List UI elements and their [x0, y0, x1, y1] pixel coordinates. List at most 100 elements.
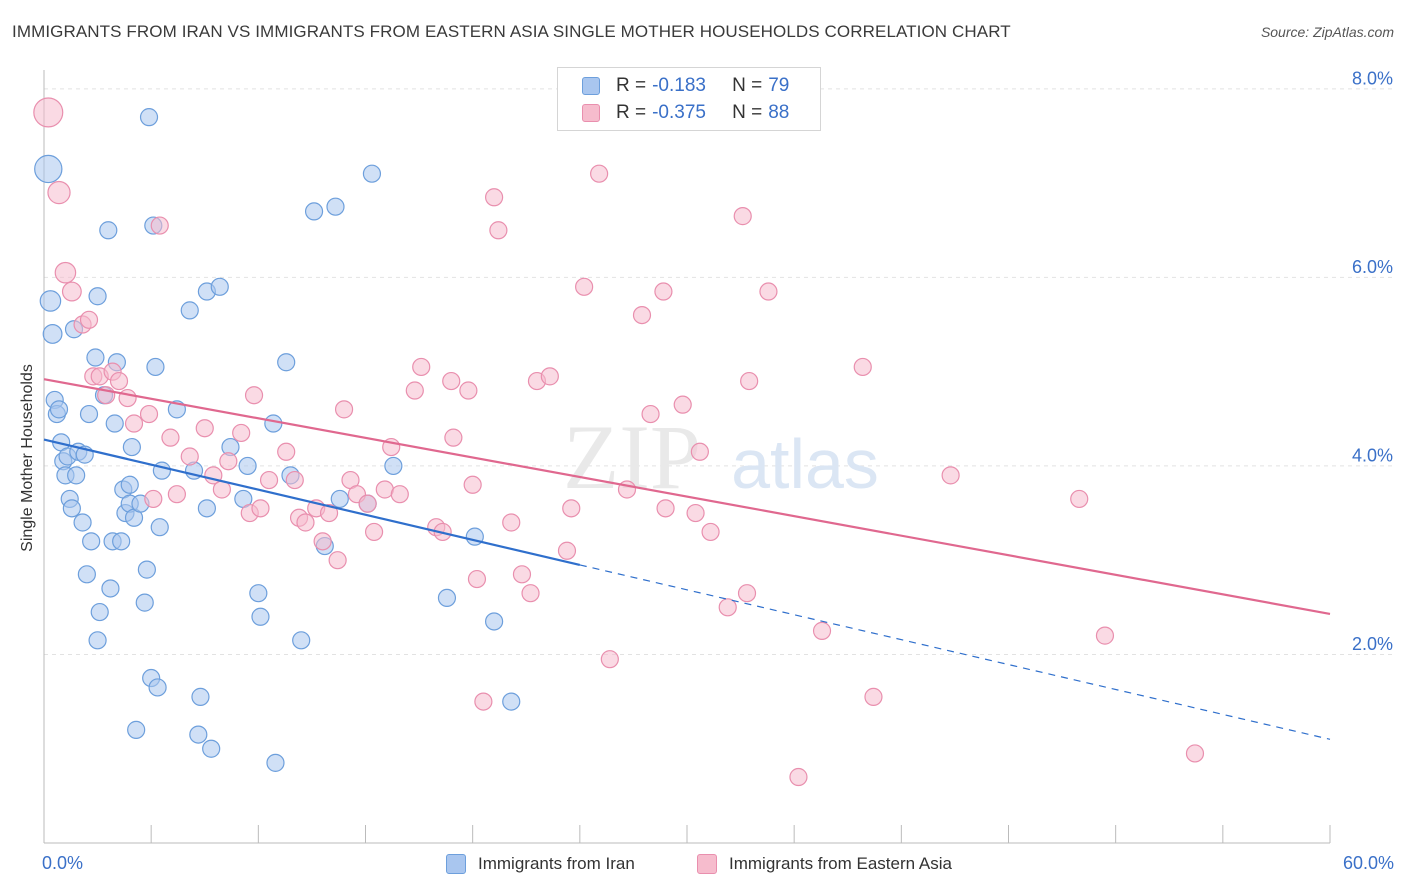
iran-trend-extension: [579, 564, 1331, 740]
iran-point: [82, 532, 101, 551]
eastern-asia-point: [313, 532, 332, 551]
eastern-asia-point: [358, 494, 377, 513]
eastern-asia-point: [180, 447, 199, 466]
watermark: ZIP atlas: [563, 406, 879, 508]
eastern-asia-point: [485, 188, 504, 207]
iran-point: [137, 560, 156, 579]
iran-point: [180, 301, 199, 320]
iran-point: [277, 353, 296, 372]
chart-title: IMMIGRANTS FROM IRAN VS IMMIGRANTS FROM …: [12, 22, 1011, 41]
iran-point: [101, 579, 120, 598]
iran-point: [62, 499, 81, 518]
iran-point: [292, 631, 311, 650]
eastern-asia-point: [789, 767, 808, 787]
eastern-asia-point: [285, 470, 304, 490]
eastern-asia-point: [118, 388, 137, 408]
iran-point: [197, 499, 216, 518]
axes: [43, 70, 1331, 844]
iran-point: [73, 513, 92, 532]
iran-point: [326, 197, 345, 216]
eastern-asia-point: [161, 428, 180, 447]
eastern-asia-point: [557, 541, 577, 560]
eastern-asia-point: [654, 282, 673, 301]
eastern-asia-point: [502, 513, 521, 532]
iran-point: [384, 456, 403, 476]
eastern-asia-point: [54, 261, 77, 284]
eastern-asia-point: [941, 466, 960, 485]
legend-r-label: R =: [616, 75, 647, 96]
iran-point: [150, 518, 169, 537]
y-tick-label: 2.0%: [1352, 634, 1393, 654]
eastern-asia-point: [232, 423, 251, 443]
iran-point: [120, 475, 139, 494]
iran-point: [77, 565, 96, 584]
watermark-atlas: atlas: [731, 425, 879, 503]
y-tick-label: 4.0%: [1352, 446, 1393, 466]
eastern-asia-point: [590, 164, 609, 183]
eastern-asia-point: [444, 428, 463, 447]
iran-point: [502, 692, 521, 711]
iran-point: [139, 108, 159, 127]
iran-point: [112, 532, 131, 551]
eastern-asia-point: [405, 381, 424, 400]
eastern-asia-point: [864, 687, 883, 706]
iran-point: [251, 607, 270, 626]
iran-point: [202, 739, 221, 758]
eastern-asia-point: [375, 480, 394, 499]
data-points: [33, 97, 1205, 787]
eastern-asia-point: [686, 503, 705, 523]
iran-point: [88, 287, 107, 306]
eastern-asia-point: [540, 367, 559, 386]
eastern-asia-point: [144, 489, 163, 509]
iran-point: [39, 290, 62, 312]
eastern-asia-point: [139, 404, 159, 424]
correlation-legend: R = -0.183 N = 79 R = -0.375 N = 88: [557, 67, 821, 131]
iran-point: [264, 414, 283, 433]
legend-r-value: -0.375: [652, 102, 706, 123]
iran-point: [304, 202, 324, 221]
legend-n-label: N =: [732, 75, 763, 96]
iran-point: [437, 588, 457, 608]
eastern-asia-point: [364, 522, 384, 542]
x-tick-label: 0.0%: [42, 853, 83, 873]
eastern-asia-point: [1185, 744, 1205, 763]
iran-point: [210, 277, 229, 296]
eastern-asia-point: [656, 499, 675, 518]
eastern-asia-point: [575, 277, 594, 296]
eastern-asia-point: [259, 470, 279, 490]
iran-point: [238, 456, 257, 476]
legend-row-iran: R = -0.183 N = 79: [582, 74, 789, 98]
x-tick-label: 60.0%: [1343, 853, 1394, 873]
eastern-asia-point: [296, 513, 315, 532]
series-label-iran: Immigrants from Iran: [478, 854, 635, 873]
iran-point: [127, 720, 146, 739]
eastern-asia-point: [195, 419, 214, 438]
iran-point: [79, 404, 99, 424]
eastern-asia-point: [690, 442, 709, 461]
legend-swatch-eastern-asia: [582, 104, 600, 122]
tick-labels: 2.0% 4.0% 6.0% 8.0% 0.0% 60.0%: [42, 69, 1394, 873]
iran-point: [146, 357, 165, 377]
eastern-asia-point: [109, 371, 129, 391]
legend-r-value: -0.183: [652, 75, 706, 96]
iran-point: [249, 584, 268, 603]
series-swatch-iran: [446, 854, 466, 874]
iran-point: [86, 348, 105, 367]
iran-point: [99, 221, 118, 240]
eastern-asia-point: [167, 485, 186, 504]
eastern-asia-point: [733, 207, 752, 226]
iran-point: [122, 437, 141, 457]
series-legend-eastern-asia: Immigrants from Eastern Asia: [697, 852, 952, 876]
iran-point: [189, 725, 208, 744]
legend-swatch-iran: [582, 77, 600, 95]
legend-n-value: 79: [768, 75, 790, 96]
eastern-asia-point: [474, 692, 493, 711]
y-tick-label: 8.0%: [1352, 69, 1393, 89]
eastern-asia-point: [277, 442, 296, 461]
eastern-asia-point: [737, 584, 757, 603]
y-axis-label: Single Mother Households: [19, 364, 36, 552]
eastern-asia-point: [759, 282, 778, 301]
eastern-asia-point: [459, 381, 478, 400]
iran-point: [148, 678, 167, 697]
